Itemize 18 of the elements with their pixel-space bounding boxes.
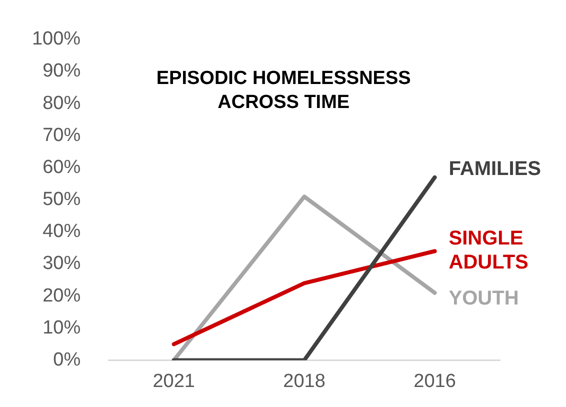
y-tick-label: 10%	[42, 317, 81, 338]
y-tick-label: 90%	[42, 60, 81, 82]
y-tick-label: 0%	[53, 349, 81, 370]
series-label: YOUTH	[448, 287, 519, 310]
series-label: FAMILIES	[448, 158, 541, 180]
y-tick-label: 80%	[42, 92, 81, 114]
series-label: SINGLE ADULTS	[448, 228, 528, 274]
y-tick-label: 60%	[42, 156, 81, 178]
x-tick-label: 2016	[414, 370, 456, 392]
text: EPISODIC HOMELESSNESS ACROSS TIME	[156, 68, 411, 114]
y-tick-label: 100%	[32, 28, 81, 50]
y-tick-label: 20%	[42, 285, 81, 306]
x-tick-label: 2021	[152, 370, 195, 392]
y-tick-label: 40%	[42, 221, 81, 242]
x-tick-label: 2018	[283, 370, 326, 392]
y-tick-label: 50%	[42, 189, 81, 210]
y-tick-label: 70%	[42, 124, 81, 146]
y-tick-label: 30%	[42, 253, 81, 274]
